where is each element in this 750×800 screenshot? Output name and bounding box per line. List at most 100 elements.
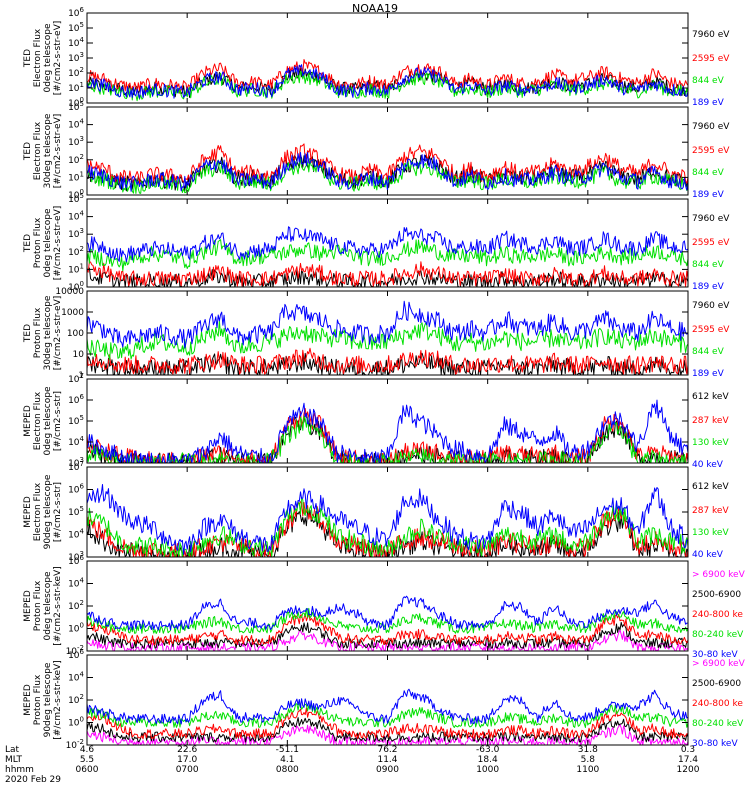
- x-tick-time: 1200: [677, 765, 700, 775]
- y-tick-label: 10: [73, 350, 85, 360]
- y-tick-label: 104: [68, 118, 84, 131]
- y-tick-label: 107: [68, 460, 84, 473]
- y-tick-label: 101: [68, 262, 84, 275]
- series-line: [87, 717, 688, 743]
- y-axis-label: TED: [23, 324, 33, 343]
- x-tick-lat: -63.0: [476, 745, 500, 755]
- legend-entry: 240-800 ke: [692, 699, 743, 709]
- y-tick-label: 10000: [55, 287, 84, 297]
- y-tick-label: 106: [68, 6, 84, 19]
- series-line: [87, 70, 688, 102]
- y-axis-label: Proton Flux: [33, 580, 43, 631]
- y-tick-label: 101: [68, 170, 84, 183]
- x-tick-mlt: 5.8: [581, 755, 596, 765]
- y-axis-label: 30deg telescope: [43, 113, 53, 188]
- series-line: [87, 607, 688, 634]
- x-tick-lat: 4.6: [80, 745, 95, 755]
- y-axis-label: Proton Flux: [33, 674, 43, 725]
- y-tick-label: 104: [68, 671, 84, 684]
- panel-3: 100 101 102 103 104 105 TED Proton Flux 0deg tel…: [23, 192, 730, 293]
- y-tick-label: 107: [68, 372, 84, 385]
- y-axis-label: MEPED: [23, 684, 33, 716]
- series-line: [87, 408, 688, 463]
- y-tick-label: 105: [68, 414, 84, 427]
- series-group: [87, 59, 688, 102]
- y-tick-label: 102: [68, 245, 84, 258]
- panel-8: 10-2 100 102 104 106 MEPED Proton Flux 90deg te…: [23, 648, 746, 751]
- x-tick-lat: 0.3: [681, 745, 695, 755]
- y-tick-label: 105: [68, 21, 84, 34]
- legend-entry: 7960 eV: [692, 122, 730, 132]
- y-tick-label: 105: [68, 505, 84, 518]
- y-axis-label: MEPED: [23, 590, 33, 622]
- panel-7: 10-2 100 102 104 106 MEPED Proton Flux 0deg tel…: [23, 554, 746, 660]
- series-group: [87, 399, 688, 463]
- legend-entry: 2500-6900: [692, 590, 741, 600]
- x-tick-lat: 22.6: [177, 745, 197, 755]
- panel-2: 100 101 102 103 104 105 TED Electron Flux 30deg …: [23, 100, 730, 201]
- x-tick-mlt: 5.5: [80, 755, 94, 765]
- y-tick-label: 100: [68, 716, 84, 729]
- legend-entry: 130 keV: [692, 438, 729, 448]
- y-tick-label: 1: [78, 371, 84, 381]
- y-axis-label: 30deg telescope: [43, 295, 53, 370]
- y-tick-label: 106: [68, 393, 84, 406]
- legend-entry: 80-240 keV: [692, 630, 744, 640]
- y-axis-label: [#/cm2-s-str-keV]: [53, 566, 63, 645]
- y-axis-label: Electron Flux: [33, 121, 43, 180]
- series-group: [87, 484, 688, 557]
- series-line: [87, 484, 688, 555]
- y-tick-label: 105: [68, 100, 84, 113]
- legend-entry: 130 keV: [692, 528, 729, 538]
- legend-entry: 2595 eV: [692, 54, 730, 64]
- legend-entry: 30-80 keV: [692, 739, 738, 749]
- x-tick-lat: 76.2: [377, 745, 397, 755]
- legend-entry: 189 eV: [692, 369, 725, 379]
- y-axis-label: Electron Flux: [33, 28, 43, 87]
- series-group: [87, 300, 688, 375]
- series-line: [87, 613, 688, 646]
- panel-5: 103 104 105 106 107 MEPED Electron Flux 0deg te…: [23, 372, 729, 470]
- y-tick-label: 104: [68, 210, 84, 223]
- series-line: [87, 320, 688, 361]
- y-tick-label: 105: [68, 192, 84, 205]
- y-tick-label: 106: [68, 648, 84, 661]
- y-axis-label: Electron Flux: [33, 391, 43, 450]
- y-axis-label: TED: [23, 234, 33, 253]
- y-tick-label: 104: [68, 528, 84, 541]
- legend-entry: 40 keV: [692, 460, 724, 470]
- y-tick-label: 10-2: [66, 738, 84, 751]
- series-line: [87, 300, 688, 349]
- y-tick-label: 101: [68, 81, 84, 94]
- legend-entry: 7960 eV: [692, 214, 730, 224]
- legend-entry: 612 keV: [692, 482, 729, 492]
- legend-entry: 189 eV: [692, 282, 725, 292]
- y-tick-label: 102: [68, 599, 84, 612]
- y-tick-label: 103: [68, 135, 84, 148]
- date-label: 2020 Feb 29: [5, 775, 61, 785]
- panel-6: 103 104 105 106 107 MEPED Electron Flux 90deg t…: [23, 460, 729, 563]
- x-row-label: hhmm: [5, 765, 34, 775]
- series-line: [87, 143, 688, 187]
- x-row-label: MLT: [5, 755, 23, 765]
- series-group: [87, 688, 688, 745]
- y-tick-label: 102: [68, 66, 84, 79]
- x-tick-mlt: 4.1: [280, 755, 294, 765]
- legend-entry: > 6900 keV: [692, 570, 746, 580]
- y-axis-label: [#/cm2-s-str-eV]: [53, 296, 63, 371]
- legend-entry: 2500-6900: [692, 679, 741, 689]
- series-group: [87, 595, 688, 651]
- y-axis-label: TED: [23, 142, 33, 161]
- legend-entry: 240-800 ke: [692, 610, 743, 620]
- legend-entry: 612 keV: [692, 392, 729, 402]
- y-tick-label: 103: [68, 227, 84, 240]
- legend-entry: 30-80 keV: [692, 650, 738, 660]
- y-tick-label: 100: [68, 622, 84, 635]
- legend-entry: 189 eV: [692, 190, 725, 200]
- y-tick-label: 104: [68, 435, 84, 448]
- y-axis-label: [#/cm2-s-str-eV]: [53, 114, 63, 189]
- y-axis-label: [#/cm2-s-str-eV]: [53, 206, 63, 281]
- series-line: [87, 688, 688, 725]
